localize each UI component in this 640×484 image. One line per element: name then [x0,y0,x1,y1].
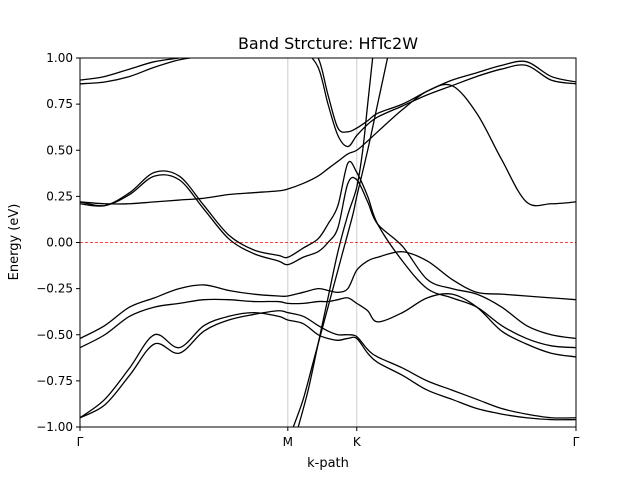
band-line [80,83,576,207]
y-tick-label: 1.00 [46,51,73,65]
x-tick-label: Γ [77,435,84,449]
y-tick-label: −0.75 [36,374,73,388]
band-line [80,251,576,340]
plot-frame [79,57,577,428]
band-line [80,58,576,148]
band-line [80,311,576,421]
band-line [80,174,576,340]
x-tick-label: M [283,435,293,449]
y-tick-label: 0.50 [46,143,73,157]
x-axis-label: k-path [307,456,349,471]
x-tick-label: K [353,435,362,449]
x-tick-label: Γ [573,435,580,449]
y-tick-label: 0.75 [46,97,73,111]
band-line [80,58,576,133]
y-ticks: −1.00 −0.75 −0.50 −0.25 0.00 0.25 0.50 0.75 1.00 [36,51,80,434]
band-line [297,58,374,427]
band-line [80,160,576,349]
band-line [80,310,576,419]
band-line [80,293,576,358]
y-tick-label: 0.25 [46,189,73,203]
y-tick-label: −0.25 [36,282,73,296]
chart-title: Band Strcture: HfTc2W [238,34,418,53]
y-tick-label: 0.00 [46,236,73,250]
y-axis-label: Energy (eV) [7,204,22,281]
y-tick-label: −1.00 [36,420,73,434]
bands [80,58,576,427]
y-tick-label: −0.50 [36,328,73,342]
band-line [292,58,389,427]
